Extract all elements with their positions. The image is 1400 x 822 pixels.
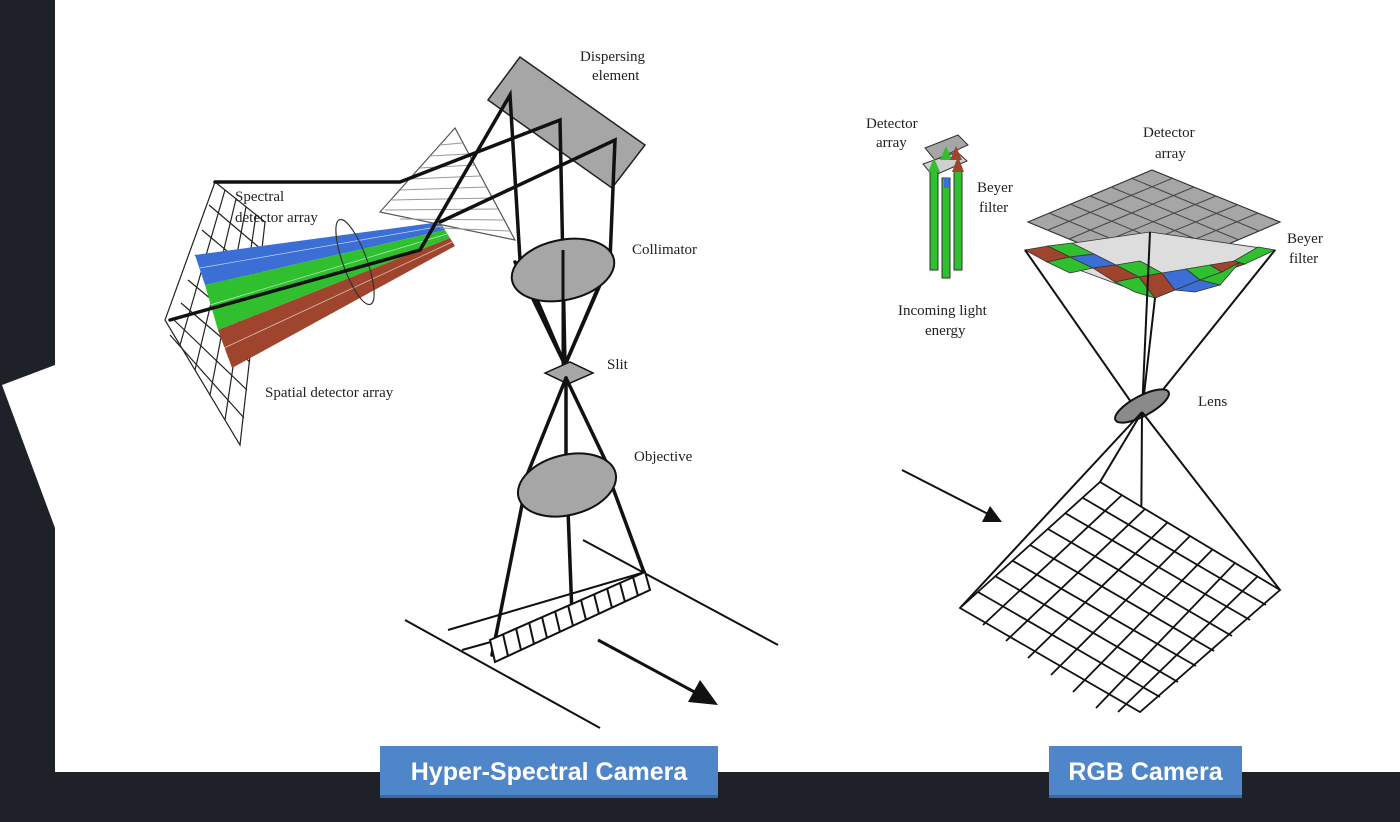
hyperspectral-labels: Dispersing element Spectral detector arr… [235, 49, 697, 465]
rgb-labels: Detector array Beyer filter Incoming lig… [866, 116, 1323, 410]
label-spectral-detector-array: detector array [235, 210, 318, 226]
rgb-diagram [901, 134, 1282, 714]
hyperspectral-camera-caption: Hyper-Spectral Camera [380, 746, 718, 798]
rgb-ground-grid [958, 480, 1282, 714]
label-beyer-filter: filter [1289, 251, 1318, 267]
rgb-camera-caption: RGB Camera [1049, 746, 1242, 798]
label-small-detector: Detector [866, 116, 918, 132]
spectral-lens [335, 218, 375, 306]
scan-direction-arrow [597, 638, 718, 705]
label-element: element [592, 68, 640, 84]
label-incoming-energy: energy [925, 323, 966, 339]
label-beyer: Beyer [1287, 231, 1323, 247]
dispersing-element [486, 55, 647, 190]
rgb-bayer-filter [1023, 231, 1277, 299]
label-small-beyer: Beyer [977, 180, 1013, 196]
label-spectral: Spectral [235, 189, 284, 205]
hyperspectral-diagram [164, 55, 779, 729]
spectrum-blue-band [195, 222, 445, 285]
linear-detector-strip [488, 570, 652, 664]
spectrum-green-band [205, 230, 450, 330]
rgb-motion-arrow [901, 469, 1002, 522]
label-small-beyer-filter: filter [979, 200, 1008, 216]
label-objective: Objective [634, 449, 693, 465]
label-spatial-detector-array: Spatial detector array [265, 385, 394, 401]
slit [543, 361, 595, 385]
label-lens: Lens [1198, 394, 1227, 410]
label-detector: Detector [1143, 125, 1195, 141]
rgb-lens [1114, 388, 1170, 424]
label-slit: Slit [607, 357, 629, 373]
spectrum-red-band [218, 238, 455, 368]
objective-lens [516, 452, 618, 518]
label-small-detector-array: array [876, 135, 907, 151]
label-collimator: Collimator [632, 242, 697, 258]
scan-ground-plane [404, 539, 779, 729]
label-detector-array: array [1155, 146, 1186, 162]
label-incoming-light: Incoming light [898, 303, 988, 319]
prism [378, 126, 517, 241]
bayer-inset [922, 134, 969, 279]
label-dispersing: Dispersing [580, 49, 645, 65]
